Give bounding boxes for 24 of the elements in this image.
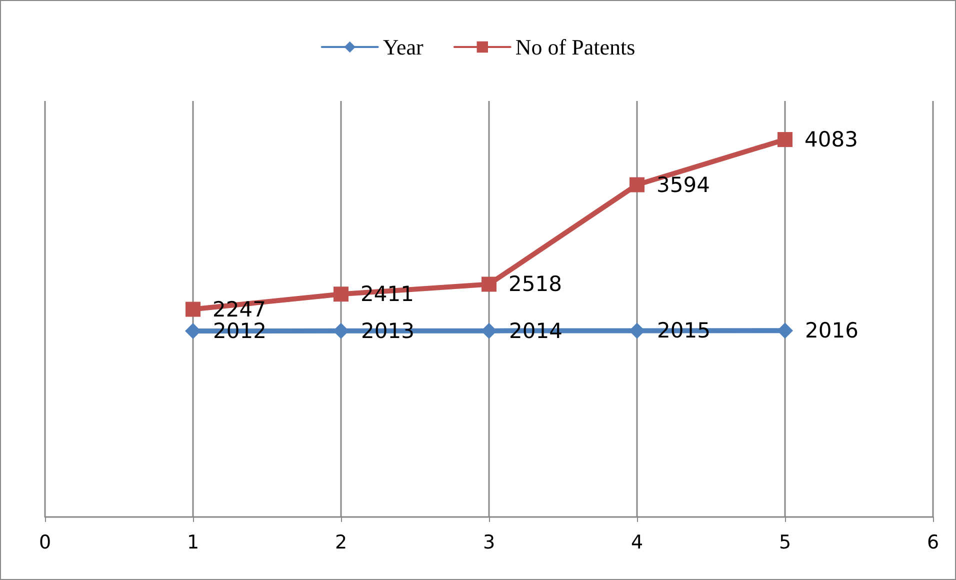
point — [334, 286, 348, 302]
x-tick-label: 0 — [38, 532, 52, 554]
point — [333, 322, 349, 339]
point — [481, 322, 497, 339]
data-label: 3594 — [656, 172, 710, 197]
point — [186, 302, 200, 317]
point — [629, 322, 645, 339]
legend-label: Year — [382, 34, 424, 60]
data-label: 2518 — [508, 272, 562, 296]
data-label: 2015 — [657, 318, 710, 343]
x-tick-label: 4 — [630, 532, 644, 554]
data-label: 4083 — [804, 128, 858, 152]
data-label: 2014 — [509, 318, 562, 343]
x-tick-label: 3 — [482, 532, 496, 554]
point — [630, 177, 644, 192]
data-label: 2016 — [805, 318, 858, 343]
point — [777, 322, 793, 339]
point — [778, 132, 792, 148]
x-tick-label: 2 — [334, 532, 348, 554]
x-tick-label: 6 — [926, 532, 940, 554]
x-tick-label: 5 — [778, 532, 792, 554]
x-tick-label: 1 — [186, 532, 200, 554]
point — [482, 276, 496, 292]
legend-label: No of Patents — [515, 34, 636, 60]
